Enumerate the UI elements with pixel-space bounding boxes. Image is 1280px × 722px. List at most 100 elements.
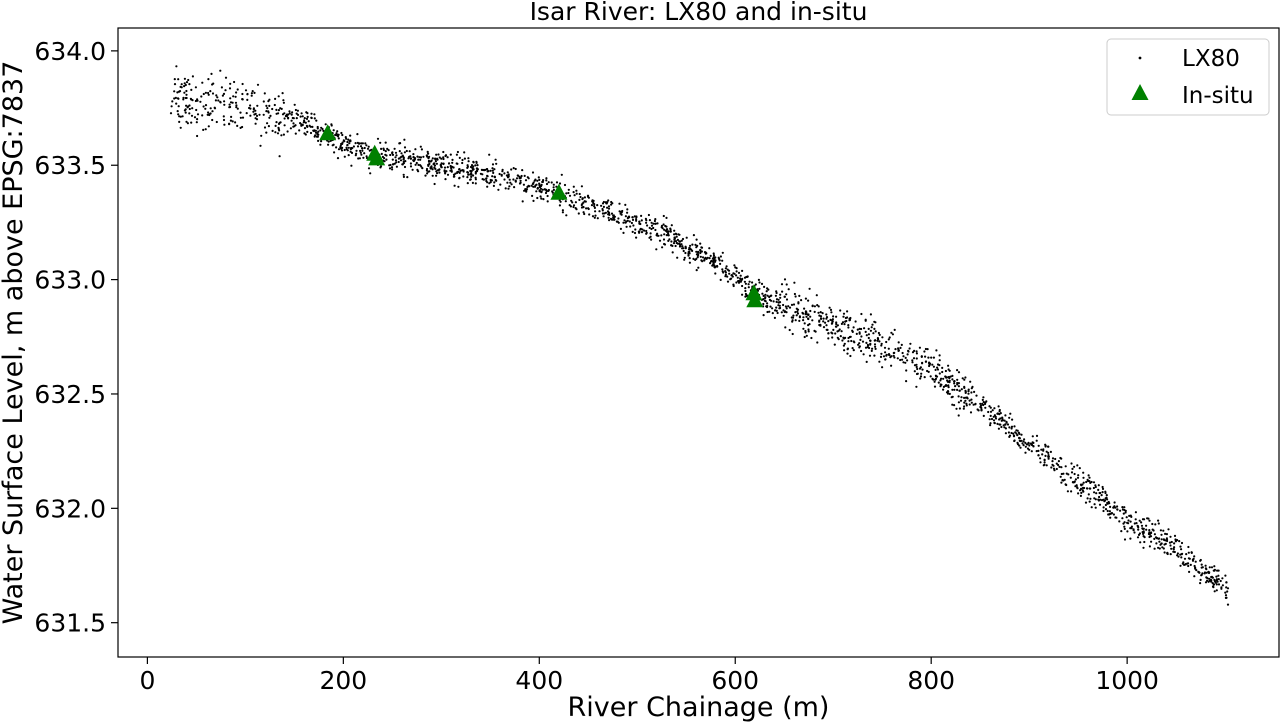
lx80-point [1086,497,1089,500]
lx80-point [299,115,302,118]
lx80-point [944,369,948,373]
lx80-point [187,78,190,82]
lx80-point [929,375,932,378]
lx80-point [176,110,179,113]
lx80-point [258,113,261,116]
lx80-point [658,239,662,242]
lx80-point [341,133,344,137]
lx80-point [838,328,841,331]
lx80-point [1067,473,1070,476]
lx80-point [183,77,186,80]
lx80-point [215,94,218,97]
lx80-point [1047,455,1050,458]
lx80-point [744,287,747,290]
lx80-point [873,327,876,330]
lx80-point [185,96,188,100]
lx80-point [350,151,354,154]
lx80-point [340,149,344,152]
lx80-point [697,266,700,269]
lx80-point [854,320,857,323]
lx80-point [480,168,483,171]
lx80-point [901,358,904,361]
lx80-point [361,149,364,152]
lx80-point [294,124,297,127]
lx80-point [535,183,538,186]
lx80-point [861,340,865,343]
lx80-point [1101,485,1104,489]
lx80-point [493,175,496,178]
lx80-point [1076,486,1079,489]
lx80-point [1179,564,1182,567]
lx80-point [1216,580,1219,583]
lx80-point [794,295,797,298]
lx80-point [491,167,494,170]
lx80-point [570,199,573,202]
lx80-point [282,99,285,102]
lx80-point [239,126,242,129]
lx80-point [209,90,212,93]
lx80-point [1060,481,1063,484]
lx80-point [956,388,959,391]
in-situ-point [745,284,763,301]
lx80-point [169,112,173,115]
lx80-point [292,122,295,125]
lx80-point [463,157,466,160]
lx80-point [880,352,883,355]
lx80-point [430,159,433,162]
lx80-point [347,138,350,141]
lx80-point [763,299,766,302]
lx80-point [619,227,623,230]
lx80-point [867,327,870,330]
lx80-point [558,204,562,207]
lx80-point [434,160,437,163]
lx80-point [1208,566,1211,569]
lx80-point [1043,461,1046,464]
lx80-point [1079,483,1083,486]
lx80-point [317,130,320,133]
lx80-point [310,112,313,115]
lx80-point [654,218,657,221]
lx80-point [433,166,436,169]
lx80-point [1123,538,1127,541]
lx80-point [184,111,187,114]
lx80-point [941,370,944,374]
lx80-point [852,349,855,352]
lx80-point [546,200,549,203]
lx80-point [290,113,293,116]
lx80-point [1189,563,1192,567]
lx80-point [737,281,741,284]
lx80-point [586,194,590,197]
lx80-point [656,232,659,235]
lx80-point [1030,450,1033,453]
lx80-point [1169,544,1172,547]
lx80-point [1130,525,1133,528]
lx80-point [951,388,954,391]
lx80-point [426,172,429,175]
lx80-point [491,163,495,166]
lx80-point [419,156,423,159]
lx80-point [777,301,780,304]
lx80-point [1042,449,1045,452]
lx80-point [268,98,271,101]
lx80-point [500,173,503,176]
lx80-point [1101,487,1105,490]
lx80-point [1080,491,1083,494]
lx80-point [1210,566,1214,569]
lx80-point [830,311,833,314]
lx80-point [188,83,191,86]
lx80-point [401,163,404,166]
lx80-point [1213,565,1216,568]
lx80-point [174,96,177,99]
lx80-point [547,189,550,192]
lx80-point [760,282,764,285]
lx80-point [1055,462,1058,465]
lx80-point [221,94,224,97]
lx80-point [751,281,754,284]
lx80-point [573,194,576,197]
lx80-point [1190,551,1193,554]
lx80-point [388,167,392,170]
lx80-point [664,224,667,228]
lx80-point [712,254,716,257]
lx80-point [785,307,788,310]
lx80-point [987,410,990,414]
